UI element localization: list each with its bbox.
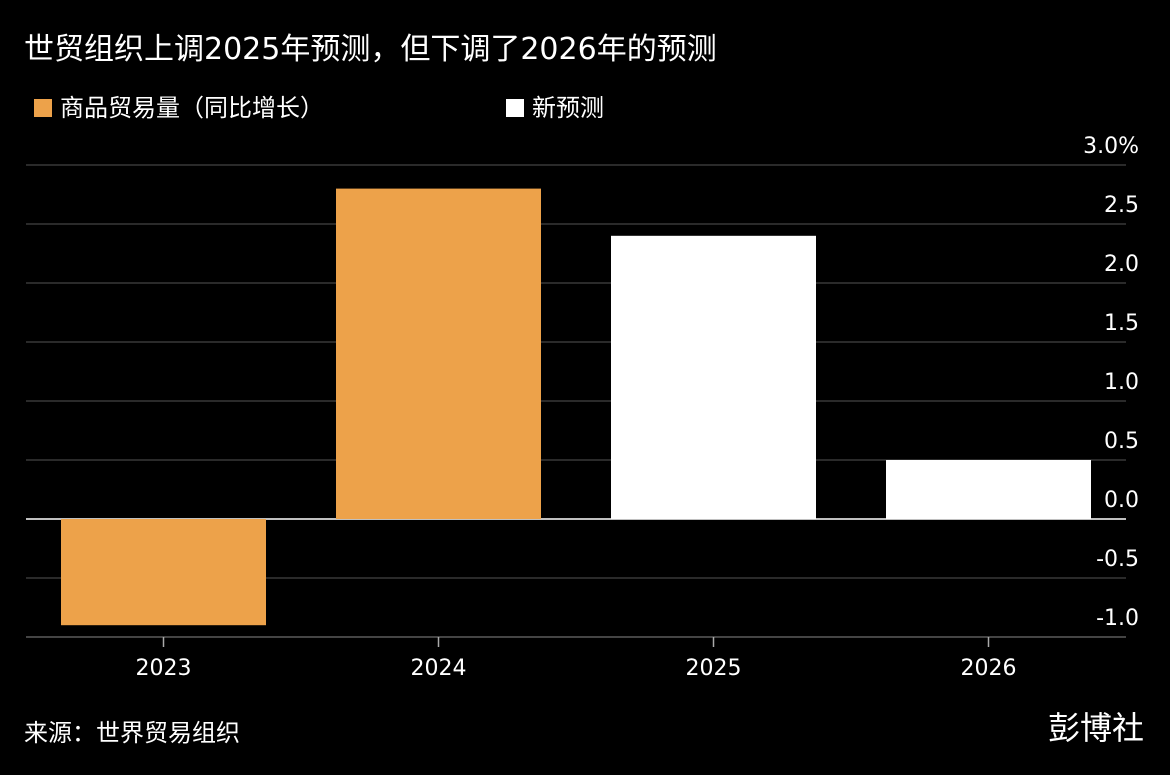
y-tick-label: -1.0 bbox=[1096, 606, 1139, 631]
legend-label-trade-volume: 商品贸易量（同比增长） bbox=[60, 94, 324, 122]
y-tick-label: -0.5 bbox=[1096, 547, 1139, 572]
legend-label-new-forecast: 新预测 bbox=[532, 94, 604, 122]
brand-logo-text: 彭博社 bbox=[1047, 709, 1144, 747]
y-tick-label: 1.5 bbox=[1104, 311, 1139, 336]
legend-swatch-new-forecast bbox=[506, 99, 524, 117]
y-tick-label: 0.0 bbox=[1104, 488, 1139, 513]
source-note: 来源：世界贸易组织 bbox=[24, 719, 240, 747]
y-tick-label: 2.0 bbox=[1104, 252, 1139, 277]
x-tick-label: 2024 bbox=[411, 656, 467, 681]
bar-2025 bbox=[611, 235, 816, 520]
y-tick-label: 3.0% bbox=[1083, 134, 1139, 159]
bar-2026 bbox=[886, 460, 1091, 519]
bar-2023 bbox=[61, 519, 266, 626]
y-tick-label: 0.5 bbox=[1104, 429, 1139, 454]
y-tick-label: 1.0 bbox=[1104, 370, 1139, 395]
x-tick-label: 2025 bbox=[686, 656, 742, 681]
x-tick-label: 2026 bbox=[961, 656, 1017, 681]
x-tick-label: 2023 bbox=[136, 656, 192, 681]
legend-item-trade-volume: 商品贸易量（同比增长） bbox=[34, 92, 324, 124]
legend-swatch-trade-volume bbox=[34, 99, 52, 117]
y-tick-label: 2.5 bbox=[1104, 193, 1139, 218]
legend-item-new-forecast: 新预测 bbox=[506, 92, 604, 124]
chart-title: 世贸组织上调2025年预测，但下调了2026年的预测 bbox=[24, 32, 717, 67]
bar-2024 bbox=[336, 188, 541, 519]
legend: 商品贸易量（同比增长） 新预测 bbox=[24, 92, 924, 124]
